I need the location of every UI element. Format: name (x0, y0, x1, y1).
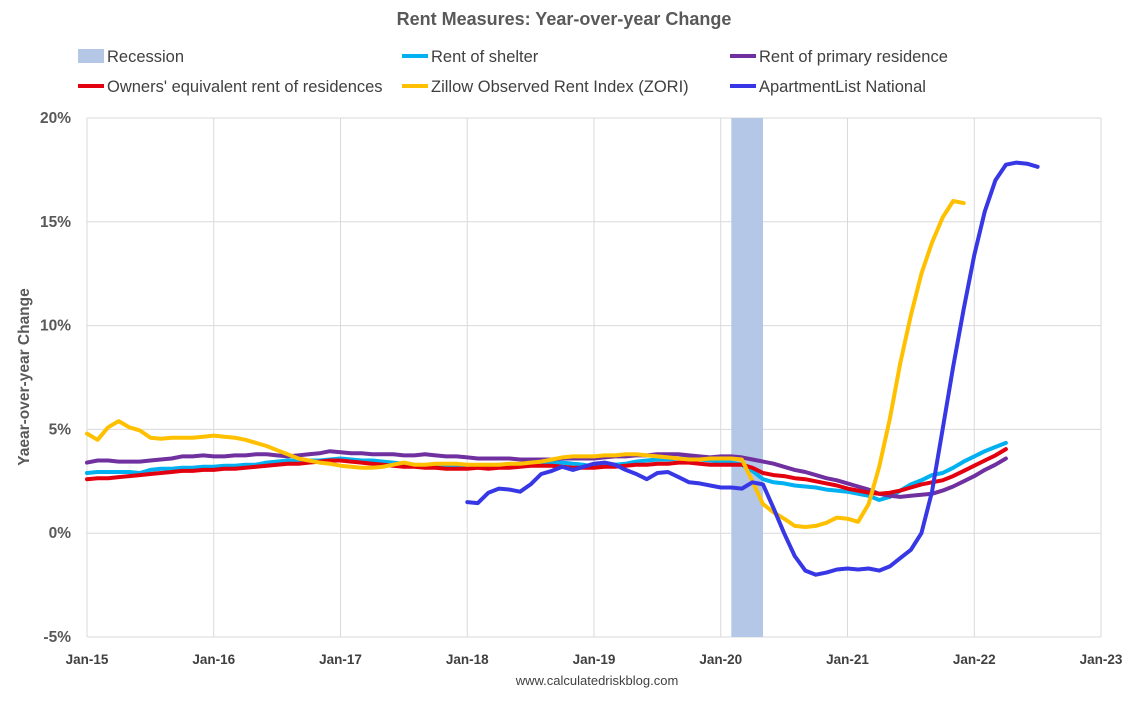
legend-label: Zillow Observed Rent Index (ZORI) (431, 78, 689, 96)
legend-item-apartmentlist-national: ApartmentList National (730, 78, 926, 96)
series-line-rent-of-shelter (85, 440, 1008, 502)
x-tick-label: Jan-22 (953, 652, 996, 667)
legend-label: Rent of shelter (431, 48, 539, 66)
series-lines (85, 160, 1040, 577)
x-tick-label: Jan-20 (699, 652, 742, 667)
legend-item-rent-of-primary-residence: Rent of primary residence (730, 48, 948, 66)
y-tick-label: 0% (49, 525, 72, 542)
source-label: www.calculatedriskblog.com (515, 673, 679, 688)
series-line-zillow-observed-rent-index-zori (85, 199, 966, 529)
chart-title: Rent Measures: Year-over-year Change (397, 9, 732, 29)
legend-label: ApartmentList National (759, 78, 926, 96)
y-tick-label: 15% (40, 214, 71, 231)
x-tick-label: Jan-16 (192, 652, 235, 667)
legend-label: Rent of primary residence (759, 48, 948, 66)
legend-item-recession: Recession (78, 48, 184, 66)
legend-label: Owners' equivalent rent of residences (107, 78, 383, 96)
y-tick-label: 20% (40, 110, 71, 127)
y-axis-label: Yaear-over-year Change (16, 288, 33, 466)
y-axis-ticks: -5% 0% 5% 10% 15% 20% (40, 110, 71, 646)
x-tick-label: Jan-17 (319, 652, 362, 667)
legend: Recession Rent of shelter Rent of primary … (78, 48, 948, 96)
legend-swatch (78, 49, 104, 63)
x-tick-label: Jan-18 (446, 652, 489, 667)
x-tick-label: Jan-19 (573, 652, 616, 667)
recession-shading (731, 118, 763, 637)
y-tick-label: -5% (43, 629, 71, 646)
legend-item-owners-equivalent-rent-of-residences: Owners' equivalent rent of residences (78, 78, 383, 96)
legend-item-zillow-observed-rent-index-zori: Zillow Observed Rent Index (ZORI) (402, 78, 689, 96)
series-line-owners-equivalent-rent-of-residences (85, 447, 1008, 496)
x-tick-label: Jan-21 (826, 652, 869, 667)
recession-band (731, 118, 763, 637)
gridlines (86, 117, 1102, 638)
legend-label: Recession (107, 48, 184, 66)
legend-item-rent-of-shelter: Rent of shelter (402, 48, 539, 66)
y-tick-label: 5% (49, 421, 72, 438)
x-tick-label: Jan-23 (1080, 652, 1123, 667)
x-axis-ticks: Jan-15 Jan-16 Jan-17 Jan-18 Jan-19 Jan-20 Jan-… (66, 652, 1123, 667)
y-tick-label: 10% (40, 318, 71, 335)
series-line-apartmentlist-national (465, 160, 1040, 577)
x-tick-label: Jan-15 (66, 652, 109, 667)
